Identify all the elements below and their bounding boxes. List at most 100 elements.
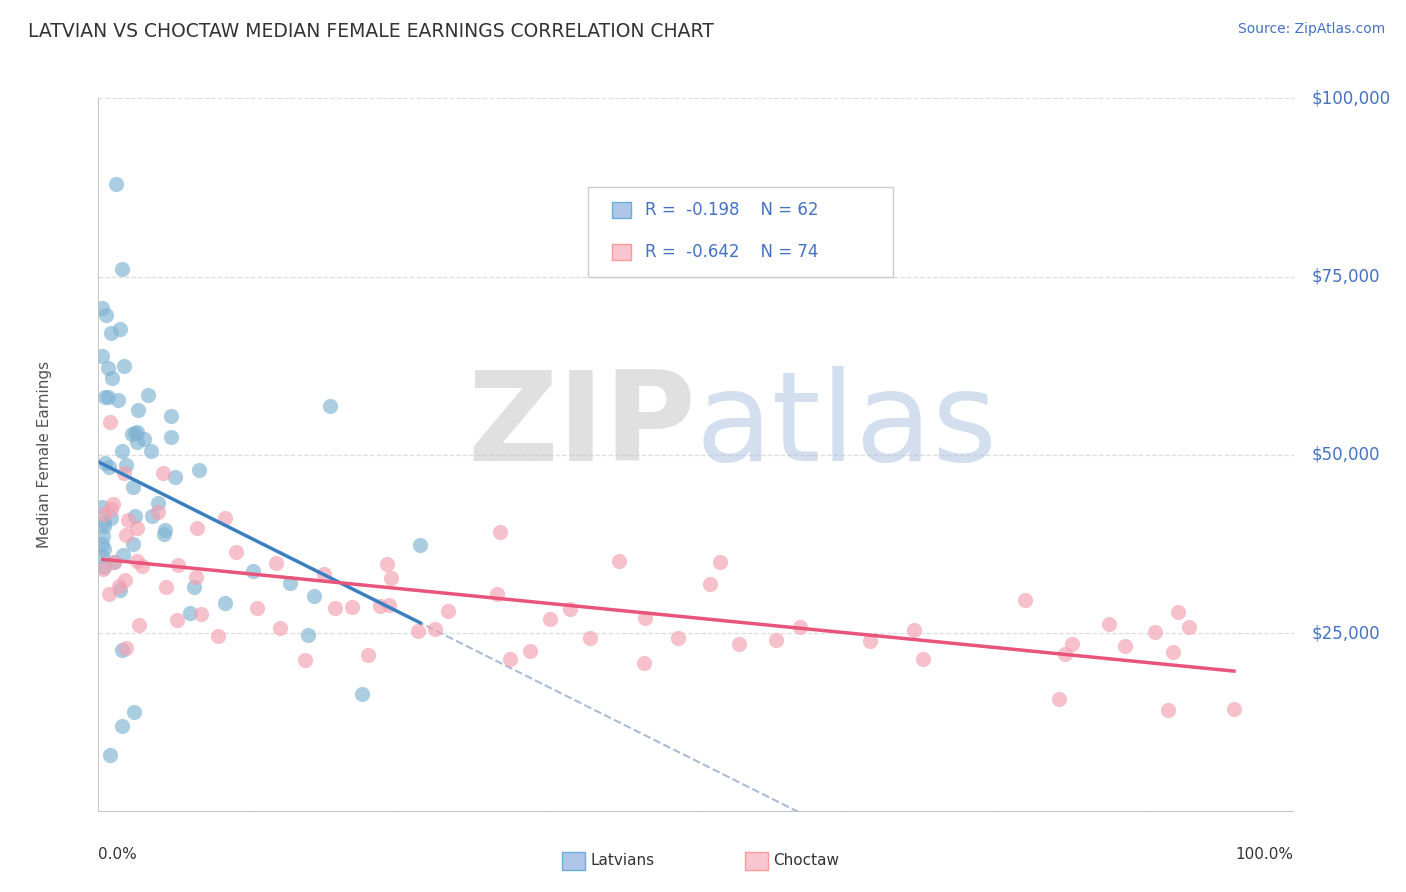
Point <box>163 470 186 484</box>
Point <box>319 399 342 413</box>
Point <box>91 562 114 576</box>
Point <box>437 604 460 618</box>
Point <box>633 656 655 670</box>
Point <box>107 393 129 408</box>
Point <box>246 600 269 615</box>
Point <box>425 622 447 636</box>
Point <box>131 558 153 573</box>
Point <box>188 463 211 477</box>
Point <box>368 599 391 614</box>
Point <box>111 643 134 657</box>
Point <box>111 548 134 562</box>
Point <box>93 515 115 529</box>
Point <box>91 528 114 542</box>
Point <box>152 467 174 481</box>
Point <box>179 607 201 621</box>
Point <box>111 719 134 733</box>
Text: $75,000: $75,000 <box>1312 268 1379 285</box>
Point <box>100 511 122 525</box>
Text: Choctaw: Choctaw <box>773 854 839 868</box>
Point <box>297 628 319 642</box>
Point <box>115 528 138 542</box>
Point <box>122 480 145 494</box>
Point <box>97 390 120 404</box>
Point <box>903 624 925 638</box>
Text: LATVIAN VS CHOCTAW MEDIAN FEMALE EARNINGS CORRELATION CHART: LATVIAN VS CHOCTAW MEDIAN FEMALE EARNING… <box>28 22 714 41</box>
Point <box>141 509 163 524</box>
Point <box>125 520 148 534</box>
Point <box>97 587 120 601</box>
Text: $50,000: $50,000 <box>1312 446 1379 464</box>
Text: R =  -0.198    N = 62: R = -0.198 N = 62 <box>645 202 818 219</box>
Point <box>160 430 183 444</box>
Point <box>377 598 399 612</box>
Point <box>115 458 138 472</box>
Point <box>160 409 183 423</box>
Point <box>127 403 149 417</box>
Point <box>1144 625 1167 640</box>
Point <box>190 607 212 621</box>
Point <box>166 613 188 627</box>
Point <box>110 583 132 598</box>
Point <box>136 387 159 401</box>
Point <box>153 527 176 541</box>
Point <box>125 554 148 568</box>
Point <box>93 391 115 405</box>
Point <box>124 705 146 719</box>
Point <box>1167 606 1189 620</box>
Text: Latvians: Latvians <box>591 854 655 868</box>
Point <box>115 641 138 656</box>
Point <box>91 301 114 315</box>
Point <box>93 559 115 574</box>
Point <box>141 443 163 458</box>
Point <box>121 426 143 441</box>
Point <box>728 637 751 651</box>
Point <box>111 262 134 277</box>
Point <box>1161 645 1184 659</box>
Text: Source: ZipAtlas.com: Source: ZipAtlas.com <box>1237 22 1385 37</box>
Point <box>499 652 522 666</box>
Point <box>294 653 316 667</box>
Point <box>312 566 335 581</box>
Point <box>709 555 731 569</box>
Point <box>666 631 689 645</box>
Point <box>1114 639 1136 653</box>
Point <box>323 600 346 615</box>
Point <box>110 444 132 458</box>
Point <box>186 520 208 534</box>
Point <box>1047 692 1070 706</box>
Point <box>103 555 125 569</box>
Point <box>97 361 120 376</box>
Point <box>114 573 136 587</box>
Point <box>183 580 205 594</box>
Point <box>124 425 146 440</box>
Bar <box>612 244 631 260</box>
Text: $25,000: $25,000 <box>1312 624 1381 642</box>
Text: ZIP: ZIP <box>467 366 696 487</box>
Text: Median Female Earnings: Median Female Earnings <box>37 361 52 549</box>
Point <box>607 554 630 568</box>
Point <box>127 425 149 439</box>
Text: $100,000: $100,000 <box>1312 89 1391 107</box>
Point <box>148 505 170 519</box>
Point <box>1097 617 1119 632</box>
Point <box>302 589 325 603</box>
Point <box>280 575 302 590</box>
Point <box>155 580 177 594</box>
Point <box>91 349 114 363</box>
Point <box>380 571 402 585</box>
Point <box>488 525 510 540</box>
Point <box>100 502 122 516</box>
Point <box>214 510 236 524</box>
Point <box>242 564 264 578</box>
Point <box>107 579 129 593</box>
Point <box>98 747 122 762</box>
Point <box>100 326 122 341</box>
Point <box>859 634 882 648</box>
Point <box>1060 637 1083 651</box>
Point <box>375 557 398 571</box>
Point <box>558 602 581 616</box>
Point <box>166 558 188 572</box>
Point <box>578 631 600 645</box>
Point <box>103 555 125 569</box>
